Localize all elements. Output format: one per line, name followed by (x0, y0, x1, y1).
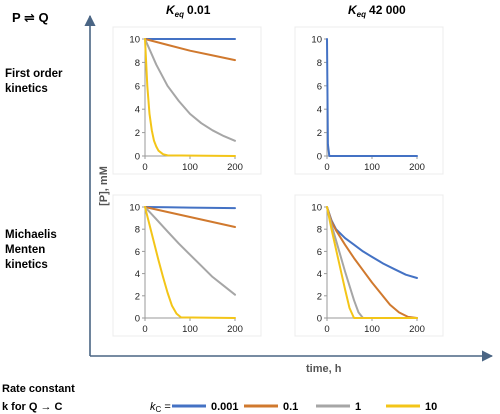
legend: 0.001 0.1 1 10 (172, 401, 437, 413)
legend-label-kc-1: 1 (355, 401, 361, 413)
keq-symbol: K (166, 3, 176, 17)
column-header-keq-0.01: Keq 0.01 (166, 3, 211, 19)
x-tick-label: 100 (364, 324, 380, 335)
x-tick-label: 200 (409, 162, 425, 173)
x-tick-label: 0 (324, 162, 329, 173)
x-tick-label: 100 (182, 162, 198, 173)
legend-label-kc-0.001: 0.001 (211, 401, 239, 413)
y-tick-label: 6 (317, 247, 322, 258)
series-line-kc-1 (144, 206, 236, 296)
row-label-line: kinetics (5, 83, 48, 95)
series-line-kc-0.1 (144, 206, 236, 228)
series-line-kc-0.1 (144, 38, 236, 62)
y-tick-label: 6 (135, 81, 140, 92)
kc-label: kC = (150, 401, 171, 414)
footer-line2: k for Q → C (2, 401, 63, 413)
row-labels: First order kinetics Michaelis Menten kineti… (5, 68, 63, 271)
y-tick-label: 4 (135, 269, 140, 280)
y-tick-label: 0 (135, 152, 140, 163)
series-line-kc-0.001 (144, 206, 236, 210)
kc-equals: = (161, 401, 170, 413)
x-tick-label: 0 (324, 324, 329, 335)
y-tick-label: 8 (317, 58, 322, 69)
row-label-line: Michaelis (5, 229, 57, 241)
y-tick-label: 2 (135, 128, 140, 139)
series-line-kc-1 (144, 38, 236, 142)
y-tick-label: 0 (135, 314, 140, 325)
y-tick-label: 2 (317, 291, 322, 302)
y-tick-label: 6 (317, 81, 322, 92)
y-axis-label: [P], mM (98, 166, 110, 206)
y-tick-label: 0 (317, 152, 322, 163)
y-tick-label: 10 (129, 35, 140, 46)
series-line-kc-10 (144, 38, 236, 157)
x-tick-label: 200 (227, 324, 243, 335)
y-tick-label: 10 (311, 203, 322, 214)
kc-subscript: C (156, 405, 162, 414)
y-tick-label: 6 (135, 247, 140, 258)
panel-frame (112, 26, 262, 175)
series-line-kc-0.1 (326, 206, 418, 319)
series-line-kc-1 (326, 206, 418, 319)
legend-label-kc-0.1: 0.1 (283, 401, 298, 413)
y-tick-label: 8 (135, 58, 140, 69)
series-line-kc-0.001 (326, 38, 418, 157)
y-tick-label: 2 (135, 291, 140, 302)
keq-value: 42 000 (369, 3, 406, 17)
x-tick-label: 0 (142, 162, 147, 173)
x-tick-label: 100 (364, 162, 380, 173)
y-tick-label: 8 (317, 225, 322, 236)
keq-symbol: K (348, 3, 358, 17)
series-line-kc-10 (144, 206, 236, 319)
figure-title: P ⇌ Q (12, 10, 49, 25)
x-tick-label: 200 (227, 162, 243, 173)
y-tick-label: 8 (135, 225, 140, 236)
legend-label-kc-10: 10 (425, 401, 437, 413)
panel-frame (294, 194, 444, 337)
column-header-keq-42000: Keq 42 000 (348, 3, 406, 19)
panel-frame (112, 194, 262, 337)
panel-frame (294, 26, 444, 175)
x-axis-label: time, h (306, 363, 342, 375)
y-tick-label: 4 (317, 105, 322, 116)
x-tick-label: 200 (409, 324, 425, 335)
keq-subscript: eq (357, 10, 366, 19)
x-tick-label: 0 (142, 324, 147, 335)
y-tick-label: 2 (317, 128, 322, 139)
row-label-line: Menten (5, 244, 45, 256)
row-label-line: kinetics (5, 259, 48, 271)
y-tick-label: 4 (135, 105, 140, 116)
y-tick-label: 10 (129, 203, 140, 214)
x-tick-label: 100 (182, 324, 198, 335)
footer-line1: Rate constant (2, 383, 75, 395)
series-line-kc-10 (326, 206, 418, 319)
keq-subscript: eq (175, 10, 184, 19)
y-tick-label: 0 (317, 314, 322, 325)
keq-value: 0.01 (187, 3, 211, 17)
kc-symbol: k (150, 401, 156, 413)
row-label-line: First order (5, 68, 63, 80)
y-tick-label: 4 (317, 269, 322, 280)
y-tick-label: 10 (311, 35, 322, 46)
